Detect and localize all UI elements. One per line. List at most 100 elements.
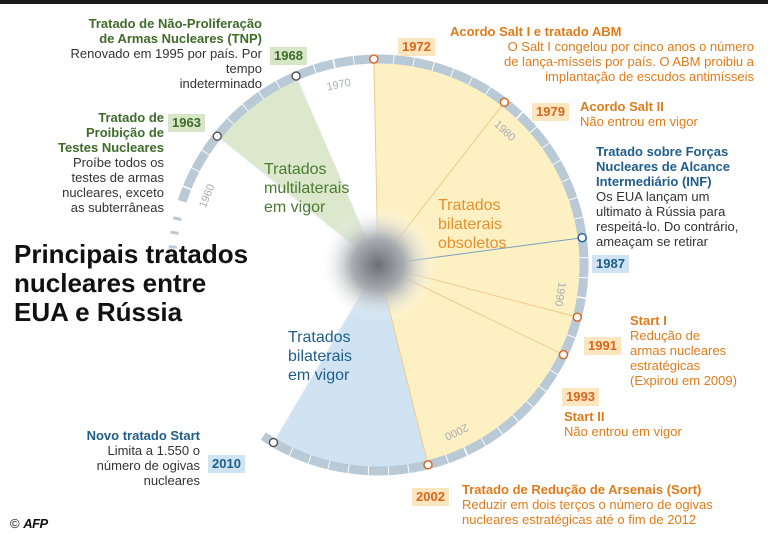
- copyright-symbol: ©: [10, 516, 20, 531]
- zone-bilateral-line2: bilaterais: [288, 348, 353, 365]
- agency-logo: AFP: [23, 516, 48, 531]
- zone-obsolete-label: Tratados bilaterais obsoletos: [438, 196, 507, 253]
- marker-1968: [291, 71, 301, 81]
- zone-obsolete-line3: obsoletos: [438, 235, 507, 252]
- event-newstart-desc2: número de ogivas: [96, 458, 200, 473]
- year-badge-1968: 1968: [270, 47, 307, 65]
- credit: © AFP: [10, 516, 48, 531]
- year-badge-2010: 2010: [208, 455, 245, 473]
- decade-label-1970: 1970: [326, 77, 352, 94]
- marker-2002: [423, 460, 433, 470]
- ring-tick: [497, 427, 504, 435]
- top-rule: [0, 0, 768, 4]
- event-start1-desc4: (Expirou em 2009): [630, 373, 737, 388]
- event-inf-desc1: Os EUA lançam um: [596, 189, 710, 204]
- marker-2010: [268, 437, 279, 448]
- title-line-2: nucleares entre: [14, 268, 207, 298]
- event-newstart-desc3: nucleares: [143, 473, 200, 488]
- ring-tick: [480, 437, 487, 447]
- ring-tick: [275, 80, 281, 89]
- event-start1-desc2: armas nucleares: [630, 343, 727, 358]
- event-sort: Tratado de Redução de Arsenais (Sort) Re…: [462, 482, 762, 527]
- zone-obsolete-line1: Tratados: [438, 197, 501, 214]
- title-line-1: Principais tratados: [14, 239, 249, 269]
- year-badge-1979: 1979: [532, 103, 569, 121]
- event-sort-desc2: nucleares estratégicas até o fim de 2012: [462, 512, 697, 527]
- event-salt2-desc1: Não entrou em vigor: [580, 114, 698, 129]
- year-badge-2002: 2002: [412, 488, 449, 506]
- zone-bilateral-line3: em vigor: [288, 367, 350, 384]
- event-start2: Start II Não entrou em vigor: [564, 409, 744, 439]
- ring-tick: [393, 55, 395, 65]
- ring-tick: [352, 55, 355, 65]
- ring-tick: [191, 167, 200, 173]
- year-badge-1993: 1993: [562, 388, 599, 406]
- ring-tick: [485, 86, 491, 95]
- ring-tick: [307, 454, 312, 464]
- ring-start-dash: [173, 216, 182, 222]
- center-hub: [320, 207, 436, 323]
- event-tnp-desc1: Renovado em 1995 por país. Por tempo: [70, 46, 262, 76]
- event-ptbt-desc3: nucleares, exceto: [62, 185, 164, 200]
- event-salt1: Acordo Salt I e tratado ABM O Salt I con…: [444, 24, 754, 84]
- ring-tick: [529, 126, 538, 134]
- zone-multilateral-label: Tratados multilaterais em vigor: [264, 160, 349, 217]
- ring-tick: [412, 57, 415, 67]
- ring-tick: [201, 149, 210, 156]
- zone-multilateral-line3: em vigor: [264, 199, 326, 216]
- ring-tick: [579, 276, 589, 279]
- event-ptbt-title1: Tratado de: [98, 110, 164, 125]
- event-ptbt-desc4: as subterrâneas: [70, 200, 164, 215]
- event-sort-desc1: Reduzir em dois terços o número de ogiva…: [462, 497, 713, 512]
- page-title: Principais tratados nucleares entre EUA …: [14, 240, 248, 327]
- zone-obsolete-line2: bilaterais: [438, 216, 503, 233]
- ring-tick: [347, 464, 350, 474]
- ring-start-dash: [168, 245, 177, 249]
- event-salt2: Acordo Salt II Não entrou em vigor: [580, 99, 760, 129]
- event-inf-title3: Intermediário (INF): [596, 174, 712, 189]
- ring-tick: [431, 62, 435, 71]
- year-badge-1987: 1987: [592, 255, 629, 273]
- ring-tick: [566, 334, 576, 339]
- event-salt1-title1: Acordo Salt I e tratado ABM: [450, 24, 622, 39]
- ring-tick: [445, 454, 450, 464]
- event-inf-desc2: ultimato à Rússia para: [596, 204, 726, 219]
- obsolete-sector: [373, 58, 585, 465]
- event-salt2-title1: Acordo Salt II: [580, 99, 664, 114]
- ring-tick: [561, 177, 571, 183]
- zone-multilateral-line2: multilaterais: [264, 180, 350, 197]
- timeline-ring: [168, 54, 589, 476]
- ring-band: [177, 54, 589, 476]
- ring-tick: [312, 64, 317, 74]
- event-ptbt-title2: Proibição de: [85, 125, 164, 140]
- ring-tick: [450, 68, 455, 78]
- marker-1963: [212, 131, 222, 141]
- event-start1: Start I Redução de armas nucleares estra…: [630, 313, 764, 388]
- event-newstart-title1: Novo tratado Start: [86, 428, 200, 443]
- event-inf-title2: Nucleares de Alcance: [596, 159, 730, 174]
- event-sort-title1: Tratado de Redução de Arsenais (Sort): [462, 482, 702, 497]
- event-inf-desc3: respeitá-lo. Do contrário,: [596, 219, 739, 234]
- decade-label-1990: 1990: [552, 281, 568, 307]
- ring-tick: [515, 111, 524, 120]
- event-newstart: Novo tratado Start Limita a 1.550 o núme…: [40, 428, 200, 488]
- ring-tick: [574, 216, 584, 220]
- ring-tick: [241, 103, 249, 112]
- ring-tick: [332, 59, 336, 69]
- event-salt1-desc3: implantação de escudos antimísseis: [545, 69, 754, 84]
- marker-1991: [572, 312, 582, 322]
- event-start1-desc1: Redução de: [630, 328, 701, 343]
- ring-tick: [327, 460, 331, 470]
- event-start1-title1: Start I: [630, 313, 667, 328]
- ring-tick: [512, 414, 519, 422]
- year-badge-1991: 1991: [584, 337, 621, 355]
- event-salt1-desc1: O Salt I congelou por cinco anos o númer…: [507, 39, 754, 54]
- event-ptbt: Tratado de Proibição de Testes Nucleares…: [50, 110, 164, 215]
- event-tnp-desc2: indeterminado: [179, 76, 262, 91]
- event-inf-title1: Tratado sobre Forças: [596, 144, 729, 159]
- ring-tick: [407, 464, 410, 474]
- title-line-3: EUA e Rússia: [14, 297, 183, 327]
- year-badge-1972: 1972: [398, 38, 435, 56]
- event-ptbt-title3: Testes Nucleares: [58, 140, 164, 155]
